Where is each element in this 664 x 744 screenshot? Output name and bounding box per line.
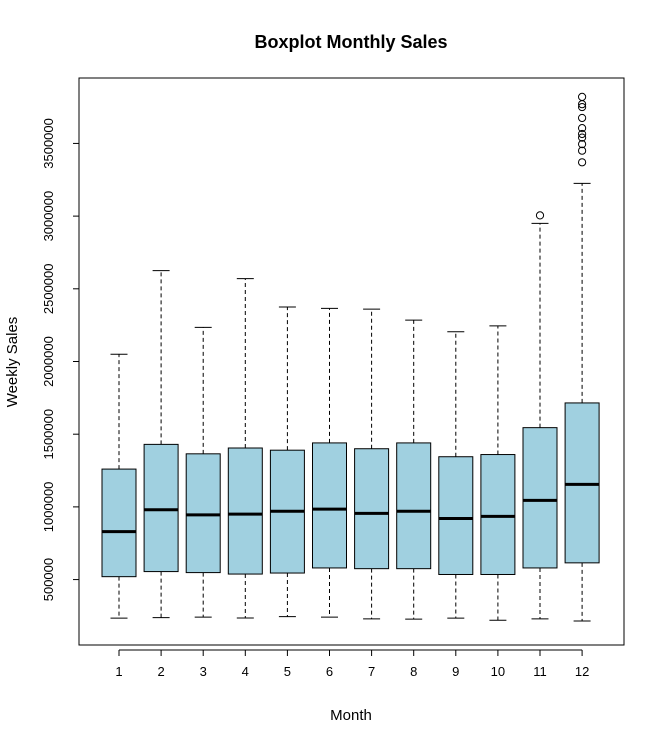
box-month-1 <box>101 353 137 619</box>
y-tick-label: 1000000 <box>41 482 56 533</box>
y-tick-label: 500000 <box>41 558 56 601</box>
outlier-point <box>578 113 587 123</box>
y-tick-label: 2000000 <box>41 336 56 387</box>
x-tick-label: 3 <box>200 664 207 679</box>
outlier-point <box>578 146 587 155</box>
iqr-box <box>185 453 221 574</box>
y-tick-label: 3000000 <box>41 191 56 242</box>
x-tick-label: 12 <box>575 664 589 679</box>
outlier-point <box>578 140 587 149</box>
outlier-point <box>535 211 545 220</box>
box-month-12 <box>564 92 600 622</box>
iqr-box <box>143 443 179 573</box>
box-month-2 <box>143 270 179 619</box>
outlier-point <box>578 124 587 133</box>
box-month-5 <box>269 306 305 618</box>
x-axis-label: Month <box>330 707 372 724</box>
x-tick-label: 1 <box>115 664 122 679</box>
iqr-box <box>101 468 137 578</box>
chart-title: Boxplot Monthly Sales <box>254 32 447 52</box>
box-month-4 <box>227 278 263 619</box>
outlier-point <box>578 129 587 139</box>
x-tick-label: 11 <box>533 664 547 679</box>
iqr-box <box>312 442 347 569</box>
box-month-9 <box>438 331 474 619</box>
x-axis: 1 2 3 4 5 6 7 8 9 10 11 12 <box>115 649 589 679</box>
box-month-3 <box>185 326 221 618</box>
y-tick-label: 3500000 <box>41 118 56 169</box>
box-month-6 <box>312 307 347 618</box>
x-tick-label: 10 <box>491 664 505 679</box>
y-tick-label: 1500000 <box>41 409 56 460</box>
outlier-point <box>578 133 587 142</box>
iqr-box <box>438 456 474 575</box>
iqr-box <box>396 442 432 570</box>
x-tick-label: 5 <box>284 664 291 679</box>
outlier-point <box>578 92 587 102</box>
x-tick-label: 4 <box>242 664 249 679</box>
x-tick-label: 8 <box>410 664 417 679</box>
iqr-box <box>227 447 263 575</box>
y-axis-label: Weekly Sales <box>4 317 21 408</box>
box-month-7 <box>354 308 390 620</box>
iqr-box <box>480 454 516 575</box>
y-tick-label: 2500000 <box>41 263 56 314</box>
box-month-10 <box>480 325 516 621</box>
boxes-group <box>101 92 600 622</box>
x-tick-label: 6 <box>326 664 333 679</box>
x-tick-label: 2 <box>157 664 164 679</box>
iqr-box <box>354 448 390 570</box>
iqr-box <box>522 427 558 569</box>
x-tick-label: 9 <box>452 664 459 679</box>
y-axis: 500000 1000000 1500000 2000000 2500000 300000… <box>41 118 80 601</box>
x-tick-label: 7 <box>368 664 375 679</box>
outlier-point <box>578 158 587 167</box>
box-month-8 <box>396 319 432 620</box>
outlier-point <box>578 102 587 112</box>
box-month-11 <box>522 211 558 620</box>
